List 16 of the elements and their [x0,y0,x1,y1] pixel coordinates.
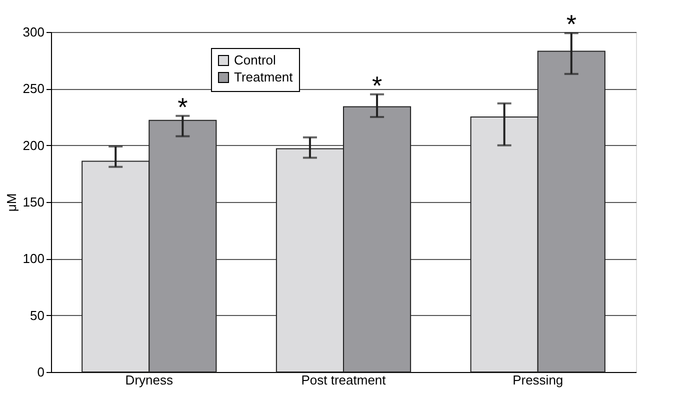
x-tick-label: Dryness [125,372,174,388]
legend-label: Control [234,52,276,68]
y-tick-label: 100 [22,251,44,266]
x-tick-label: Post treatment [301,372,386,388]
y-tick-label: 250 [22,81,44,96]
annotation: * [372,70,382,100]
annotation: * [178,92,188,122]
y-axis-title: μM [4,193,19,212]
annotation: * [566,9,576,40]
y-tick-label: 0 [37,364,44,380]
y-tick-label: 50 [30,308,44,323]
legend-label: Treatment [234,70,294,84]
y-tick-label: 200 [22,138,44,153]
x-tick-label: Pressing [512,372,564,388]
y-tick-label: 150 [22,194,44,210]
y-tick-label: 300 [22,24,44,40]
